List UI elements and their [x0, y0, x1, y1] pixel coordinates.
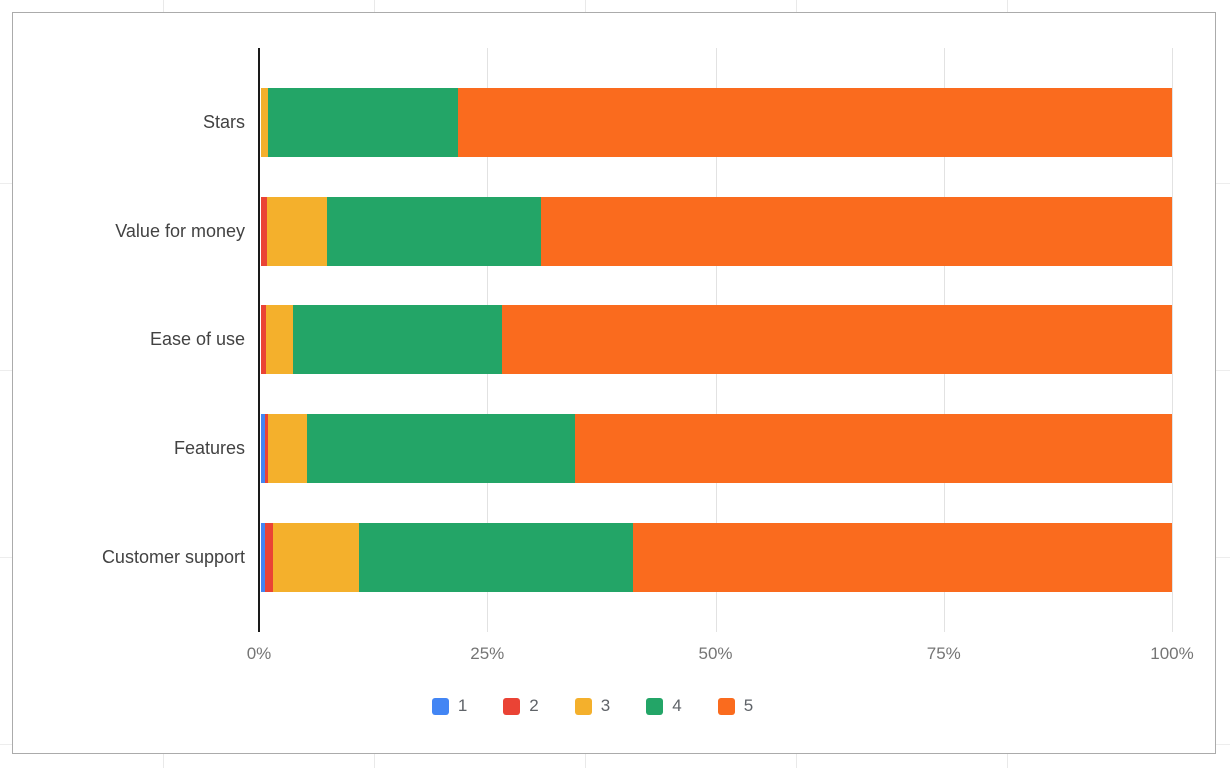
bar-row — [261, 177, 1172, 286]
legend-swatch — [431, 697, 449, 715]
x-tick-label: 50% — [698, 644, 733, 663]
bar-segment-2[interactable] — [261, 305, 266, 375]
stacked-bar[interactable] — [261, 414, 1172, 484]
legend-item-4[interactable]: 4 — [646, 696, 682, 716]
stacked-bar[interactable] — [261, 523, 1172, 593]
bar-row — [261, 394, 1172, 503]
plot-area — [258, 48, 1173, 632]
bar-segment-5[interactable] — [457, 87, 1172, 157]
category-axis: Stars Value for money Ease of use Features C… — [13, 48, 259, 632]
legend-item-5[interactable]: 5 — [717, 696, 754, 716]
bar-segment-5[interactable] — [502, 305, 1172, 375]
gridline — [1172, 48, 1173, 632]
legend-swatch — [717, 697, 735, 715]
bar-row — [261, 286, 1172, 395]
bar-segment-3[interactable] — [268, 414, 307, 484]
bar-segment-4[interactable] — [306, 414, 576, 484]
bar-segment-1[interactable] — [261, 414, 265, 484]
bar-segment-5[interactable] — [575, 414, 1172, 484]
legend-swatch — [646, 697, 664, 715]
bar-row — [261, 68, 1172, 177]
bar-segment-4[interactable] — [326, 196, 541, 266]
bar-segment-3[interactable] — [265, 305, 293, 375]
bar-segment-3[interactable] — [261, 87, 269, 157]
bar-segment-2[interactable] — [261, 196, 268, 266]
legend: 1 2 3 4 5 — [13, 696, 1172, 716]
category-label: Ease of use — [149, 329, 245, 350]
bar-segment-5[interactable] — [540, 196, 1172, 266]
y-axis-baseline — [258, 48, 260, 632]
bar-segment-2[interactable] — [264, 414, 269, 484]
bar-segment-3[interactable] — [272, 523, 360, 593]
stacked-bar[interactable] — [261, 305, 1172, 375]
legend-swatch — [574, 697, 592, 715]
bar-segment-3[interactable] — [267, 196, 327, 266]
legend-label: 5 — [743, 696, 754, 715]
bar-rows — [261, 48, 1172, 632]
x-tick-label: 100% — [1150, 644, 1194, 663]
bar-segment-4[interactable] — [359, 523, 633, 593]
x-axis: 0% 25% 50% 75% 100% — [247, 644, 1194, 668]
chart-body: Stars Value for money Ease of use Features C… — [13, 48, 1173, 632]
category-label: Value for money — [115, 220, 245, 241]
legend-item-3[interactable]: 3 — [574, 696, 611, 716]
legend-swatch — [503, 697, 521, 715]
bar-segment-1[interactable] — [261, 523, 265, 593]
stacked-bar[interactable] — [261, 87, 1172, 157]
bar-segment-5[interactable] — [632, 523, 1172, 593]
legend-label: 2 — [529, 696, 539, 715]
x-tick-label: 75% — [926, 644, 961, 663]
category-label: Stars — [202, 111, 245, 132]
bar-segment-4[interactable] — [268, 87, 458, 157]
bar-segment-4[interactable] — [292, 305, 503, 375]
stacked-bar[interactable] — [261, 196, 1172, 266]
x-tick-label: 0% — [246, 644, 272, 663]
chart-card[interactable]: Stars Value for money Ease of use Features C… — [12, 12, 1216, 754]
legend-item-1[interactable]: 1 — [431, 696, 468, 716]
legend-item-2[interactable]: 2 — [503, 696, 539, 716]
legend-label: 4 — [672, 696, 682, 715]
bar-row — [261, 503, 1172, 612]
bar-segment-2[interactable] — [264, 523, 273, 593]
category-label: Customer support — [101, 547, 245, 568]
legend-label: 3 — [600, 696, 611, 715]
x-tick-label: 25% — [470, 644, 505, 663]
category-label: Features — [173, 438, 245, 459]
legend-label: 1 — [457, 696, 468, 715]
